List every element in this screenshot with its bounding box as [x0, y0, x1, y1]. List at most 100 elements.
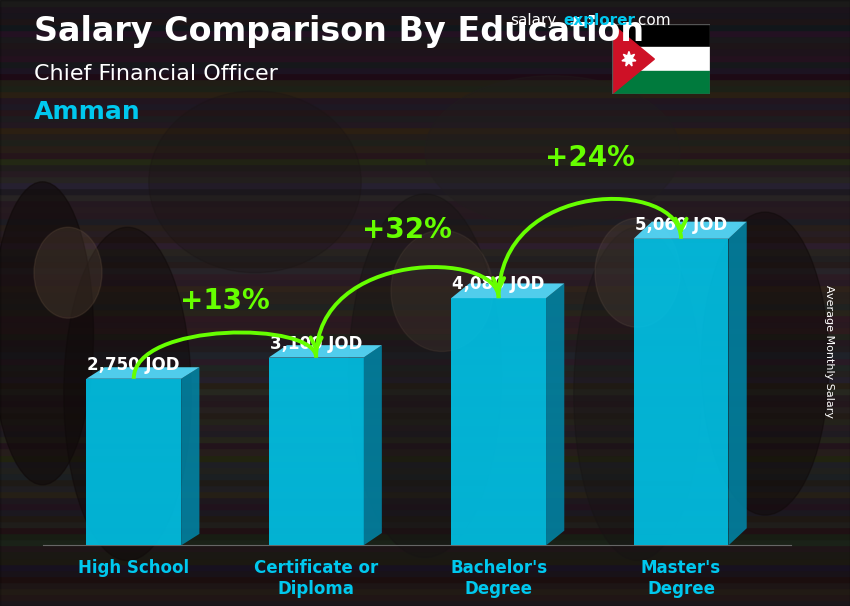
Bar [612, 24, 710, 47]
Bar [0, 454, 850, 461]
Bar [0, 176, 850, 182]
Bar [0, 503, 850, 509]
Text: +24%: +24% [545, 144, 635, 172]
Bar [0, 521, 850, 527]
Bar [0, 42, 850, 48]
Bar [0, 576, 850, 582]
Text: 4,080 JOD: 4,080 JOD [452, 275, 545, 293]
Text: Salary Comparison By Education: Salary Comparison By Education [34, 15, 644, 48]
Bar [0, 315, 850, 321]
Bar [0, 273, 850, 279]
Bar [0, 364, 850, 370]
Polygon shape [181, 367, 200, 545]
Bar [0, 73, 850, 79]
Bar [612, 71, 710, 94]
Bar [0, 303, 850, 309]
Polygon shape [728, 222, 746, 545]
Text: Average Monthly Salary: Average Monthly Salary [824, 285, 834, 418]
Bar [0, 376, 850, 382]
Bar [0, 127, 850, 133]
Bar [0, 461, 850, 467]
Bar [0, 406, 850, 412]
Bar [0, 261, 850, 267]
Bar [0, 61, 850, 67]
Ellipse shape [348, 194, 502, 558]
Bar [0, 267, 850, 273]
Bar [0, 333, 850, 339]
Ellipse shape [0, 182, 94, 485]
Bar [0, 164, 850, 170]
Bar [0, 182, 850, 188]
Ellipse shape [574, 227, 701, 561]
Ellipse shape [425, 76, 680, 227]
Ellipse shape [34, 227, 102, 318]
Bar [0, 339, 850, 345]
Bar [0, 485, 850, 491]
Bar [0, 206, 850, 212]
Text: explorer: explorer [564, 13, 636, 28]
Bar [0, 255, 850, 261]
Polygon shape [269, 345, 382, 358]
Polygon shape [451, 298, 546, 545]
Bar [0, 533, 850, 539]
Bar [0, 242, 850, 248]
Bar [0, 224, 850, 230]
Bar [0, 67, 850, 73]
Bar [0, 291, 850, 297]
Bar [0, 436, 850, 442]
Bar [0, 91, 850, 97]
Bar [0, 145, 850, 152]
Bar [0, 394, 850, 400]
Bar [0, 321, 850, 327]
Polygon shape [546, 284, 564, 545]
Bar [0, 139, 850, 145]
Bar [0, 479, 850, 485]
Text: salary: salary [510, 13, 557, 28]
Bar [0, 248, 850, 255]
Bar [0, 0, 850, 6]
Bar [0, 103, 850, 109]
Bar [0, 545, 850, 551]
Bar [0, 509, 850, 515]
Bar [0, 309, 850, 315]
Bar [0, 467, 850, 473]
Ellipse shape [149, 91, 361, 273]
Bar [0, 558, 850, 564]
Bar [0, 18, 850, 24]
Bar [0, 188, 850, 194]
Bar [0, 564, 850, 570]
Bar [0, 36, 850, 42]
Bar [0, 539, 850, 545]
Text: .com: .com [633, 13, 671, 28]
Text: 5,060 JOD: 5,060 JOD [635, 216, 727, 234]
Bar [0, 388, 850, 394]
Bar [0, 200, 850, 206]
Text: +32%: +32% [362, 216, 452, 244]
Bar [0, 218, 850, 224]
Text: 2,750 JOD: 2,750 JOD [88, 356, 180, 374]
Bar [0, 442, 850, 448]
Bar [0, 418, 850, 424]
Bar [0, 358, 850, 364]
Bar [0, 412, 850, 418]
Bar [0, 551, 850, 558]
Bar [0, 79, 850, 85]
Polygon shape [269, 358, 364, 545]
Bar [612, 47, 710, 71]
Bar [0, 527, 850, 533]
Bar [0, 194, 850, 200]
Polygon shape [451, 284, 564, 298]
Bar [0, 212, 850, 218]
Bar [0, 30, 850, 36]
Bar [0, 430, 850, 436]
Ellipse shape [595, 218, 680, 327]
Bar [0, 582, 850, 588]
Text: Chief Financial Officer: Chief Financial Officer [34, 64, 278, 84]
Bar [0, 24, 850, 30]
Bar [0, 230, 850, 236]
Text: +13%: +13% [180, 287, 269, 315]
Polygon shape [633, 222, 746, 239]
Polygon shape [612, 24, 654, 94]
Bar [0, 351, 850, 358]
Bar [0, 382, 850, 388]
